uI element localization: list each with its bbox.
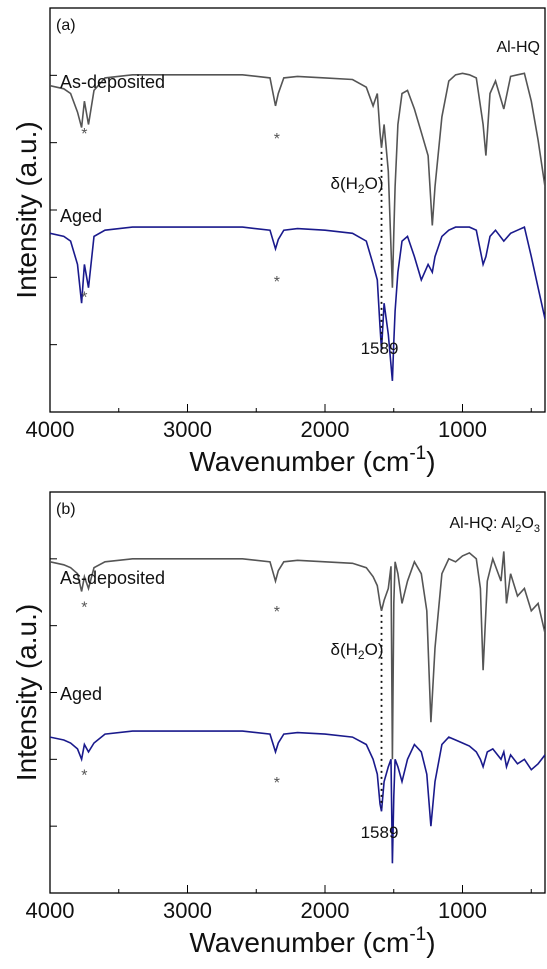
star-marker: * (274, 775, 280, 792)
sample-label-main: Al-HQ: Al (450, 515, 516, 532)
plot-frame (49, 7, 546, 413)
series-line-aged (50, 225, 545, 381)
x-axis-label-close: ) (426, 927, 435, 958)
x-tick-label: 4000 (26, 898, 75, 923)
x-axis-label-sup: -1 (409, 924, 426, 945)
x-tick-label: 4000 (26, 417, 75, 442)
series-label-as-deposited: As-deposited (60, 568, 165, 588)
x-tick-label: 3000 (163, 417, 212, 442)
y-axis-label: Intensity (a.u.) (11, 121, 42, 298)
star-marker: * (81, 600, 87, 617)
x-axis-label-sup: -1 (409, 443, 426, 464)
x-axis-label-main: Wavenumber (cm (189, 927, 409, 958)
annotation-sub: 2 (358, 648, 365, 662)
star-marker: * (274, 131, 280, 148)
annotation-tail: O) (365, 174, 384, 193)
panel-label: (a) (56, 17, 76, 34)
series-label-aged: Aged (60, 684, 102, 704)
series-label-aged: Aged (60, 206, 102, 226)
sample-label: Al-HQ (496, 39, 540, 56)
x-tick-label: 1000 (438, 898, 487, 923)
star-marker: * (274, 274, 280, 291)
annotation-h2o: δ(H2O) (331, 640, 384, 662)
annotation-main: δ(H (331, 640, 358, 659)
x-axis-label: Wavenumber (cm-1) (189, 924, 435, 958)
panel-label: (b) (56, 501, 76, 518)
x-axis-label: Wavenumber (cm-1) (189, 443, 435, 477)
plot-frame (49, 491, 546, 894)
annotation-sub: 2 (358, 182, 365, 196)
annotation-tail: O) (365, 640, 384, 659)
series-line-as-deposited (50, 72, 545, 288)
x-axis-label-close: ) (426, 446, 435, 477)
x-tick-label: 2000 (301, 898, 350, 923)
peak-label-1589: 1589 (361, 823, 399, 842)
x-tick-label: 3000 (163, 898, 212, 923)
sample-label-main: Al-HQ (496, 39, 540, 56)
x-axis-label-main: Wavenumber (cm (189, 446, 409, 477)
peak-label-1589: 1589 (361, 339, 399, 358)
y-axis-label: Intensity (a.u.) (11, 604, 42, 781)
star-marker: * (81, 767, 87, 784)
star-marker: * (81, 126, 87, 143)
series-label-as-deposited: As-deposited (60, 72, 165, 92)
sample-label-sub2: 3 (534, 523, 540, 535)
sample-label: Al-HQ: Al2O3 (450, 515, 541, 535)
series-line-aged (50, 730, 545, 864)
sample-label-tail: O (521, 515, 533, 532)
star-marker: * (274, 604, 280, 621)
series-line-as-deposited (50, 551, 545, 760)
annotation-main: δ(H (331, 174, 358, 193)
x-tick-label: 1000 (438, 417, 487, 442)
sample-label-sub: 2 (515, 523, 521, 535)
star-marker: * (81, 289, 87, 306)
annotation-h2o: δ(H2O) (331, 174, 384, 196)
x-tick-label: 2000 (301, 417, 350, 442)
